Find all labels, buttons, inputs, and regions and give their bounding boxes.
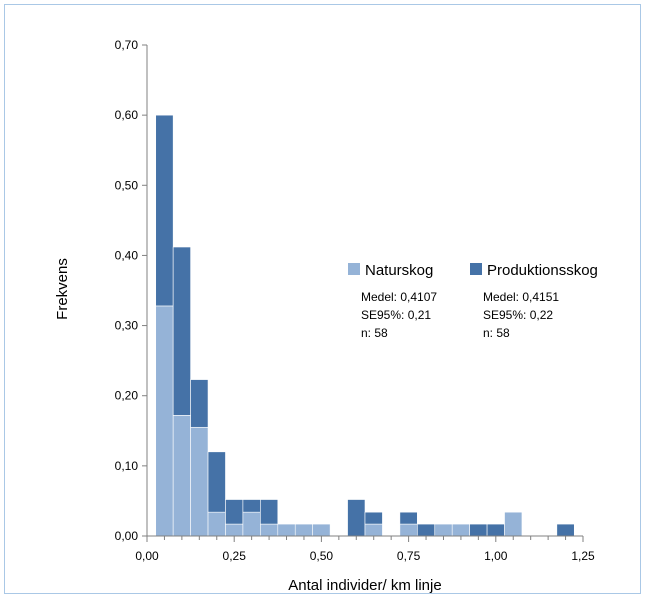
- chart-frame: [4, 4, 641, 594]
- bar-naturskog-1: [172, 415, 191, 537]
- y-ticks: 0,00 0,10 0,20 0,30 0,40 0,50 0,60 0,70: [115, 38, 147, 543]
- x-tick-label-5: 1,25: [571, 549, 595, 563]
- x-tick-label-1: 0,25: [223, 549, 247, 563]
- bar-produktionsskog-12: [364, 511, 383, 525]
- stat-produktionsskog-n: n: 58: [483, 326, 510, 340]
- x-tick-label-4: 1,00: [484, 549, 508, 563]
- y-axis-title: Frekvens: [54, 258, 71, 320]
- bar-produktionsskog-23: [556, 523, 575, 537]
- y-tick-label-4: 0,40: [115, 248, 139, 262]
- bar-naturskog-16: [434, 523, 453, 537]
- y-tick-label-7: 0,70: [115, 38, 139, 52]
- y-tick-label-2: 0,20: [115, 389, 139, 403]
- bar-naturskog-7: [277, 523, 296, 537]
- bar-naturskog-3: [207, 511, 226, 537]
- bar-naturskog-0: [155, 305, 174, 537]
- y-tick-label-5: 0,50: [115, 178, 139, 192]
- stat-naturskog-n: n: 58: [361, 326, 388, 340]
- bar-naturskog-9: [312, 523, 331, 537]
- bar-produktionsskog-18: [469, 523, 488, 537]
- legend-swatch-naturskog: [348, 263, 360, 275]
- bar-naturskog-17: [451, 523, 470, 537]
- bar-produktionsskog-1: [172, 246, 191, 416]
- x-tick-label-3: 0,75: [397, 549, 421, 563]
- y-tick-label-0: 0,00: [115, 529, 139, 543]
- bar-produktionsskog-11: [347, 499, 366, 537]
- x-axis-title: Antal individer/ km linje: [288, 577, 441, 594]
- axes-group: [146, 45, 583, 537]
- bar-naturskog-8: [294, 523, 313, 537]
- stat-produktionsskog-mean: Medel: 0,4151: [483, 290, 559, 304]
- bar-produktionsskog-6: [260, 499, 279, 525]
- legend-label-naturskog: Naturskog: [365, 262, 433, 279]
- bar-produktionsskog-2: [190, 379, 209, 428]
- bar-naturskog-4: [225, 523, 244, 537]
- bars-group: [155, 114, 575, 537]
- legend-swatch-produktionsskog: [470, 263, 482, 275]
- bar-naturskog-20: [504, 511, 523, 537]
- bar-produktionsskog-19: [486, 523, 505, 537]
- y-tick-label-1: 0,10: [115, 459, 139, 473]
- y-tick-label-6: 0,60: [115, 108, 139, 122]
- stat-naturskog-mean: Medel: 0,4107: [361, 290, 437, 304]
- bar-naturskog-2: [190, 426, 209, 537]
- bar-produktionsskog-4: [225, 499, 244, 525]
- stat-naturskog-se: SE95%: 0,21: [361, 308, 431, 322]
- legend-label-produktionsskog: Produktionsskog: [487, 262, 598, 279]
- bar-produktionsskog-5: [242, 499, 261, 513]
- x-tick-label-2: 0,50: [310, 549, 334, 563]
- bar-naturskog-5: [242, 511, 261, 537]
- bar-produktionsskog-14: [399, 511, 418, 525]
- stat-produktionsskog-se: SE95%: 0,22: [483, 308, 553, 322]
- bar-naturskog-14: [399, 523, 418, 537]
- y-tick-label-3: 0,30: [115, 319, 139, 333]
- bar-produktionsskog-3: [207, 451, 226, 513]
- bar-produktionsskog-15: [417, 523, 436, 537]
- legend: Naturskog Produktionsskog Medel: 0,4107 …: [348, 262, 598, 340]
- bar-naturskog-12: [364, 523, 383, 537]
- x-ticks: 0,00 0,25 0,50 0,75 1,00 1,25: [135, 536, 595, 563]
- x-tick-label-0: 0,00: [135, 549, 159, 563]
- bar-produktionsskog-0: [155, 114, 174, 307]
- bar-naturskog-6: [260, 523, 279, 537]
